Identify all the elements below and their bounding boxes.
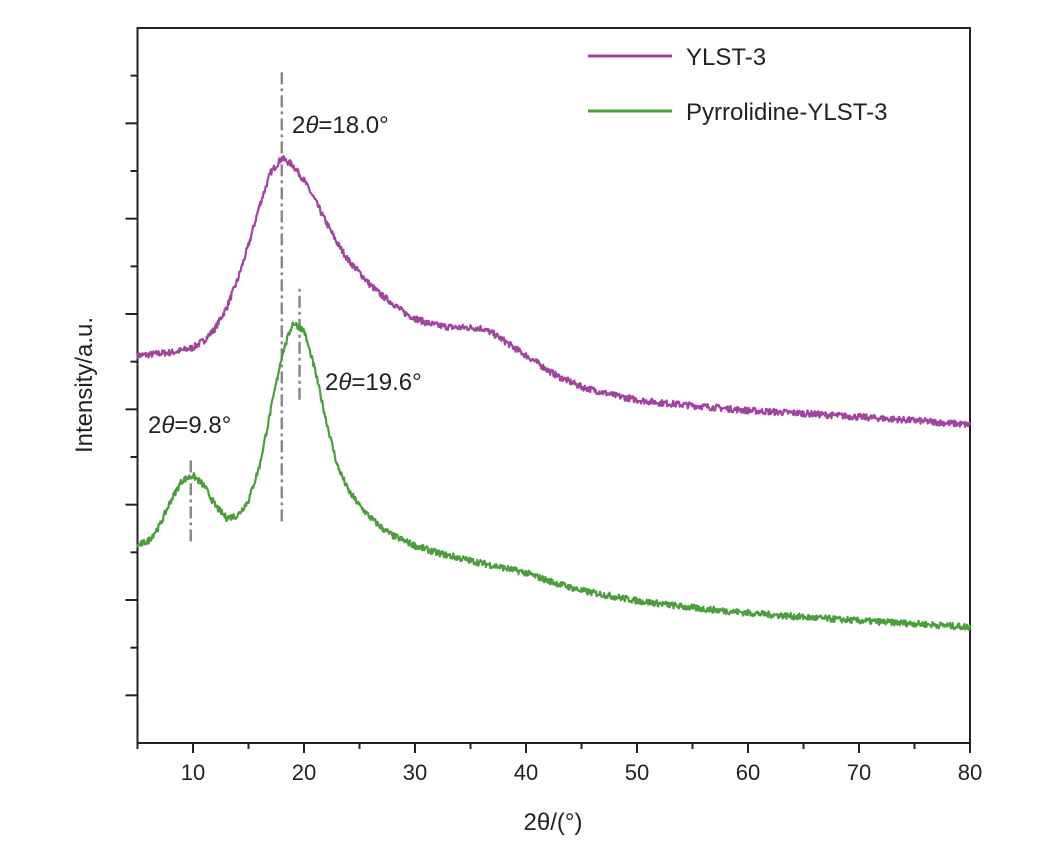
x-axis-label: 2θ/(°) bbox=[524, 809, 583, 836]
y-ticks bbox=[125, 74, 138, 697]
peak-label: 2θ=9.8° bbox=[148, 412, 231, 439]
x-tick-label: 20 bbox=[292, 760, 316, 785]
legend: YLST-3 Pyrrolidine-YLST-3 bbox=[588, 44, 887, 126]
peak-label: 2θ=18.0° bbox=[292, 112, 389, 139]
annotations: 2θ=18.0° 2θ=19.6° 2θ=9.8° bbox=[148, 70, 422, 542]
x-ticks: 10 20 30 40 50 60 70 80 bbox=[136, 743, 982, 785]
plot-frame bbox=[136, 27, 971, 744]
peak-label: 2θ=19.6° bbox=[325, 369, 422, 396]
legend-label: Pyrrolidine-YLST-3 bbox=[686, 99, 887, 126]
series-lines bbox=[136, 155, 972, 632]
x-tick-label: 30 bbox=[403, 760, 427, 785]
x-tick-label: 80 bbox=[958, 760, 982, 785]
series-line-ylst-3 bbox=[136, 155, 971, 428]
x-tick-label: 10 bbox=[181, 760, 205, 785]
x-tick-label: 70 bbox=[847, 760, 871, 785]
series-line-pyrrolidine-ylst-3 bbox=[136, 321, 972, 632]
x-tick-label: 60 bbox=[736, 760, 760, 785]
legend-label: YLST-3 bbox=[686, 44, 766, 71]
y-axis-label: Intensity/a.u. bbox=[71, 317, 98, 453]
x-tick-label: 50 bbox=[625, 760, 649, 785]
x-tick-label: 40 bbox=[514, 760, 538, 785]
